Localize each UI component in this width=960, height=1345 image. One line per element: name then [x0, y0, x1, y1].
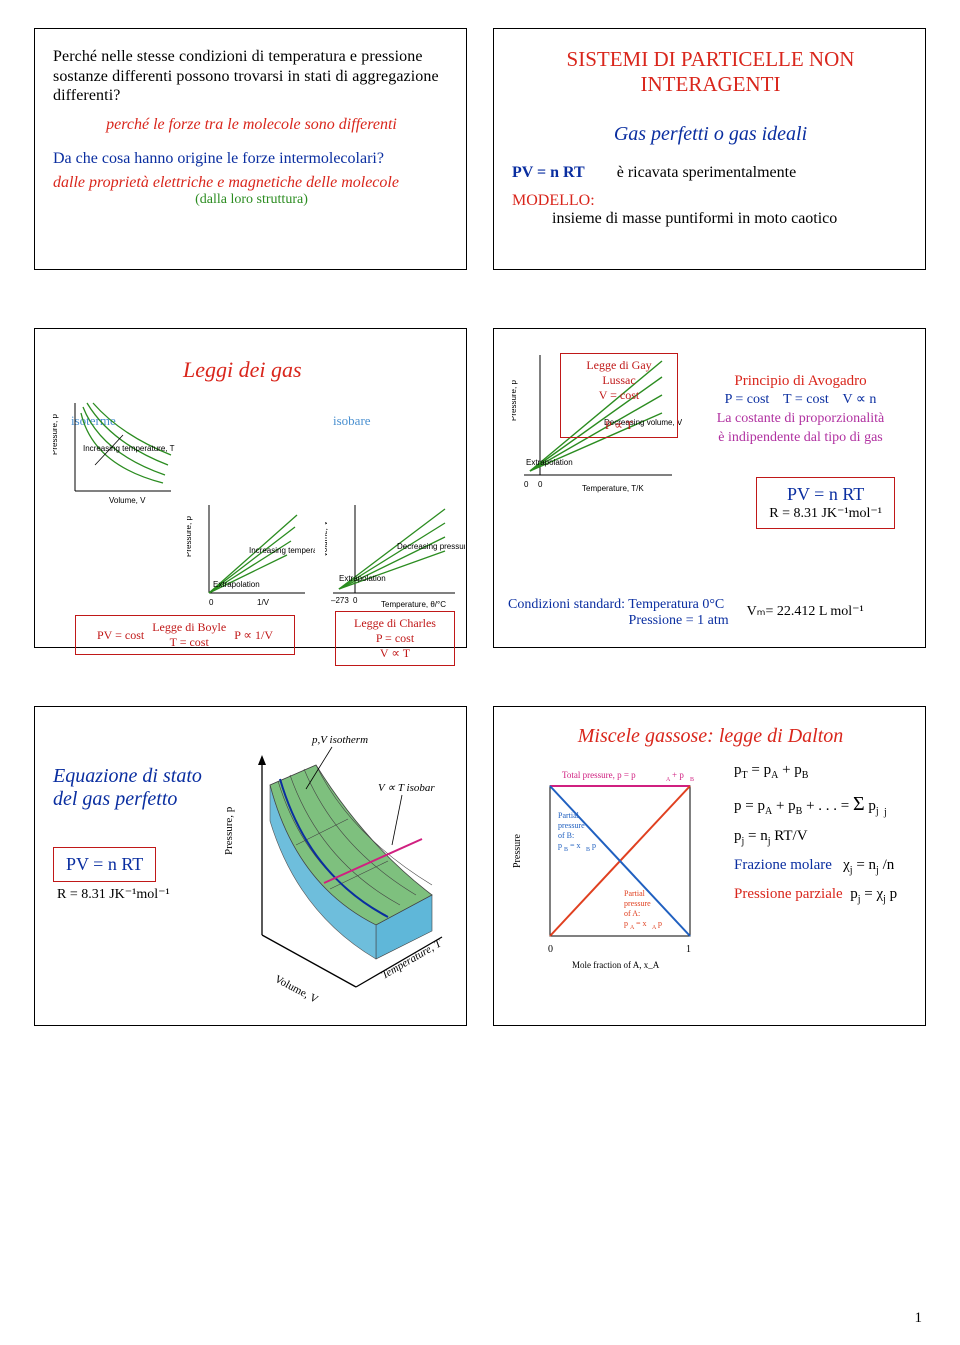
q1: Perché nelle stesse condizioni di temper… — [53, 47, 450, 106]
svg-text:Pressure, p: Pressure, p — [512, 380, 518, 421]
dalton-title: Miscele gassose: legge di Dalton — [512, 725, 909, 748]
svg-text:Decreasing pressure, p: Decreasing pressure, p — [397, 542, 465, 551]
sys-sub: Gas perfetti o gas ideali — [512, 123, 909, 146]
svg-text:0: 0 — [524, 480, 529, 489]
panel-question: Perché nelle stesse condizioni di temper… — [34, 28, 467, 270]
pv-line: PV = n RT è ricavata sperimentalmente — [512, 164, 909, 182]
svg-text:–273: –273 — [331, 596, 349, 605]
svg-text:p: p — [658, 919, 662, 928]
svg-text:0: 0 — [209, 598, 214, 607]
model-lbl: MODELLO: — [512, 192, 909, 210]
svg-text:0: 0 — [353, 596, 358, 605]
svg-text:A: A — [666, 777, 671, 783]
svg-text:1/V: 1/V — [257, 598, 270, 607]
gay-box: Legge di Gay Lussac V = cost P ∝ T — [560, 353, 678, 438]
isobar-lbl: isobare — [333, 413, 371, 429]
svg-text:= x: = x — [570, 841, 581, 850]
panel-eos: Equazione di stato del gas perfetto PV =… — [34, 706, 467, 1026]
svg-text:p,V isotherm: p,V isotherm — [311, 734, 368, 746]
eos-surface: Pressure, p Volume, V Temperature, T p,V… — [216, 725, 456, 1005]
charles-box: Legge di Charles P = cost V ∝ T — [335, 611, 455, 666]
svg-text:Increasing temperature, T: Increasing temperature, T — [249, 546, 315, 555]
panel-gas-laws-2: Pressure, p Temperature, T/K 0 0 Decreas… — [493, 328, 926, 648]
svg-text:V ∝ T isobar: V ∝ T isobar — [378, 782, 435, 794]
boyle-box: PV = cost Legge di Boyle T = cost P ∝ 1/… — [75, 615, 295, 655]
std-conditions: Condizioni standard: Temperatura 0°C Con… — [508, 597, 864, 629]
panel-dalton: Miscele gassose: legge di Dalton Pressur… — [493, 706, 926, 1026]
graph-isotherm: Pressure, p Volume, V Increasing tempera… — [53, 395, 181, 507]
svg-text:Pressure, p: Pressure, p — [187, 516, 193, 557]
svg-text:p: p — [592, 841, 596, 850]
svg-text:Extrapolation: Extrapolation — [213, 580, 260, 589]
svg-text:Increasing temperature, T: Increasing temperature, T — [83, 444, 175, 453]
svg-text:B: B — [690, 777, 694, 783]
panel-gas-laws: Leggi dei gas isoterme isobare Pressure,… — [34, 328, 467, 648]
q2: Da che cosa hanno origine le forze inter… — [53, 150, 450, 168]
svg-text:p: p — [558, 841, 562, 850]
svg-text:Partial: Partial — [624, 889, 646, 898]
svg-text:Pressure, p: Pressure, p — [53, 414, 59, 455]
graph-v-t: Volume, V Temperature, θ/°C 0 –273 Decre… — [325, 497, 465, 609]
svg-text:A: A — [652, 925, 657, 931]
sys-title: SISTEMI DI PARTICELLE NON INTERAGENTI — [512, 47, 909, 97]
svg-text:Extrapolation: Extrapolation — [526, 458, 573, 467]
svg-text:B: B — [586, 847, 590, 853]
pv-note: è ricavata sperimentalmente — [617, 164, 796, 181]
svg-text:of A:: of A: — [624, 909, 640, 918]
pvnrt-box: PV = n RT R = 8.31 JK⁻¹mol⁻¹ — [756, 477, 895, 529]
eos-title: Equazione di stato del gas perfetto — [53, 765, 223, 811]
a2-sub: (dalla loro struttura) — [53, 192, 450, 208]
svg-text:Pressure, p: Pressure, p — [223, 806, 235, 855]
laws-title: Leggi dei gas — [183, 357, 302, 383]
dalton-eqs: pT = pA + pB p = pA + pB + . . . = Σ pj … — [734, 756, 897, 976]
svg-text:Extrapolation: Extrapolation — [339, 574, 386, 583]
svg-text:1: 1 — [686, 944, 691, 955]
panel-system: SISTEMI DI PARTICELLE NON INTERAGENTI Ga… — [493, 28, 926, 270]
svg-text:pressure: pressure — [558, 821, 585, 830]
graph-p-invv: Pressure, p 1/V 0 Increasing temperature… — [187, 497, 315, 609]
svg-text:Temperature, θ/°C: Temperature, θ/°C — [381, 600, 446, 609]
svg-text:0: 0 — [548, 944, 553, 955]
avogadro-block: Principio di Avogadro P = cost T = cost … — [692, 347, 909, 448]
a1: perché le forze tra le molecole sono dif… — [53, 116, 450, 134]
model-txt: insieme di masse puntiformi in moto caot… — [552, 210, 909, 228]
svg-text:p: p — [624, 919, 628, 928]
svg-text:Temperature, T/K: Temperature, T/K — [582, 484, 644, 493]
a2: dalle proprietà elettriche e magnetiche … — [53, 174, 450, 192]
svg-text:B: B — [564, 847, 568, 853]
svg-text:Volume, V: Volume, V — [273, 973, 320, 1005]
svg-text:= x: = x — [636, 919, 647, 928]
svg-text:0: 0 — [538, 480, 543, 489]
svg-text:Mole fraction of A, x_A: Mole fraction of A, x_A — [572, 960, 660, 970]
svg-text:Pressure: Pressure — [512, 834, 523, 868]
svg-text:Partial: Partial — [558, 811, 580, 820]
svg-text:Total pressure, p = p: Total pressure, p = p — [562, 770, 636, 780]
svg-text:pressure: pressure — [624, 899, 651, 908]
svg-text:+ p: + p — [672, 770, 684, 780]
page-number: 1 — [915, 1310, 923, 1327]
svg-text:of B:: of B: — [558, 831, 574, 840]
svg-text:Volume, V: Volume, V — [109, 496, 146, 505]
pv-eq: PV = n RT — [512, 164, 585, 181]
svg-text:A: A — [630, 925, 635, 931]
svg-text:Volume, V: Volume, V — [325, 520, 329, 557]
dalton-diagram: Pressure Mole fraction of A, x_A 0 1 Tot… — [512, 756, 712, 976]
